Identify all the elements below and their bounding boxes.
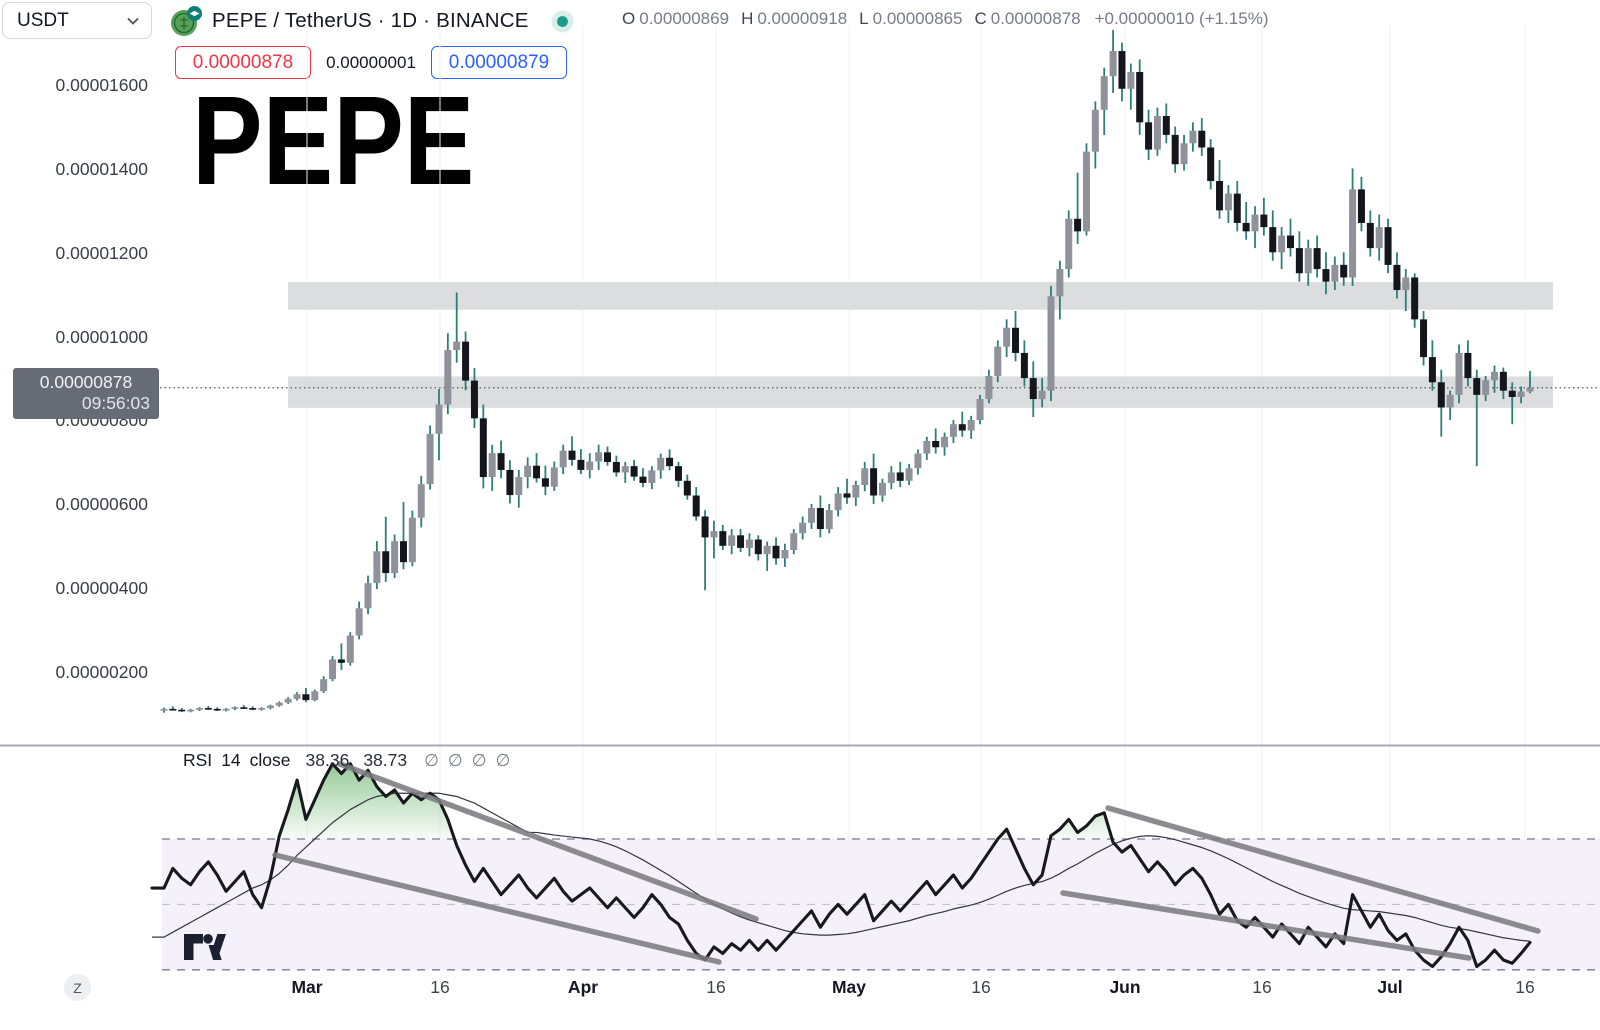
time-scale-label: 16 <box>430 977 450 997</box>
symbol-header[interactable]: PEPE / TetherUS · 1D · BINANCE <box>170 4 574 38</box>
empty-value-icon: ∅ <box>495 751 511 770</box>
current-price-value: 0.00000878 <box>39 372 133 392</box>
time-scale-label: May <box>831 977 867 997</box>
price-scale-label: 0.00001200 <box>55 242 148 263</box>
rsi-length: 14 <box>221 750 241 770</box>
time-scale-label: Apr <box>567 977 599 997</box>
price-scale-label: 0.00001600 <box>55 75 148 95</box>
zoom-out-button[interactable]: Z <box>64 974 91 1001</box>
current-price-countdown: 09:56:03 <box>81 393 150 413</box>
high-value: 0.00000918 <box>757 9 848 28</box>
market-status-icon <box>551 10 574 32</box>
price-scale-label: 0.00000400 <box>55 578 148 599</box>
empty-value-icon: ∅ <box>424 751 439 770</box>
bid-ask-row: 0.00000878 0.00000001 0.00000879 <box>175 46 567 79</box>
tradingview-logo[interactable] <box>182 931 228 968</box>
sell-price-button[interactable]: 0.00000878 <box>175 46 311 79</box>
pair-selector-label: USDT <box>17 9 69 31</box>
price-scale-label: 0.00001000 <box>55 326 148 347</box>
price-scale-label: 0.00000600 <box>55 494 148 515</box>
time-scale-label: Jul <box>1377 977 1403 997</box>
time-scale-label: 16 <box>706 977 726 997</box>
time-scale-label: Jun <box>1109 977 1141 997</box>
time-scale-label: 16 <box>1252 977 1272 997</box>
close-value: 0.00000878 <box>990 9 1081 28</box>
time-scale[interactable]: Mar 16 Apr 16 May 16 Jun 16 Jul 16 <box>0 975 1600 1005</box>
change-value: +0.00000010 (+1.15%) <box>1094 9 1269 28</box>
symbol-title: PEPE / TetherUS · 1D · BINANCE <box>212 9 529 32</box>
symbol-watermark: PEPE <box>192 70 475 211</box>
price-scale-label: 0.00001400 <box>55 158 148 179</box>
time-scale-label: 16 <box>971 977 991 997</box>
price-scale-label: 0.00000200 <box>55 662 148 683</box>
close-label: C <box>974 9 987 28</box>
time-scale-label: 16 <box>1515 977 1535 997</box>
rsi-source: close <box>249 750 291 770</box>
price-scale[interactable]: 0.00001600 0.00001400 0.00001200 0.00001000… <box>0 0 160 745</box>
current-price-tag: 0.00000878 09:56:03 <box>13 368 159 419</box>
empty-value-icon: ∅ <box>471 751 487 770</box>
chevron-down-icon <box>127 17 139 25</box>
rsi-hidden-value-icons: ∅ ∅ ∅ ∅ <box>415 750 510 771</box>
low-value: 0.00000865 <box>872 9 963 28</box>
empty-value-icon: ∅ <box>447 751 463 770</box>
rsi-ma-value: 38.73 <box>363 750 408 770</box>
rsi-indicator-legend[interactable]: RSI 14 close 38.36 38.73 ∅ ∅ ∅ ∅ <box>183 750 510 771</box>
low-label: L <box>859 9 869 28</box>
rsi-title: RSI <box>183 750 213 770</box>
pepe-coin-icon <box>171 6 202 36</box>
high-label: H <box>741 9 754 28</box>
time-scale-label: Mar <box>291 977 323 997</box>
buy-price-button[interactable]: 0.00000879 <box>431 46 567 79</box>
ohlc-readout: O 0.00000869 H 0.00000918 L 0.00000865 C… <box>622 9 1269 29</box>
open-label: O <box>622 9 636 28</box>
open-value: 0.00000869 <box>639 9 730 28</box>
spread-label: 0.00000001 <box>326 52 416 72</box>
rsi-value: 38.36 <box>305 750 350 770</box>
pair-selector-dropdown[interactable]: USDT <box>2 2 152 39</box>
